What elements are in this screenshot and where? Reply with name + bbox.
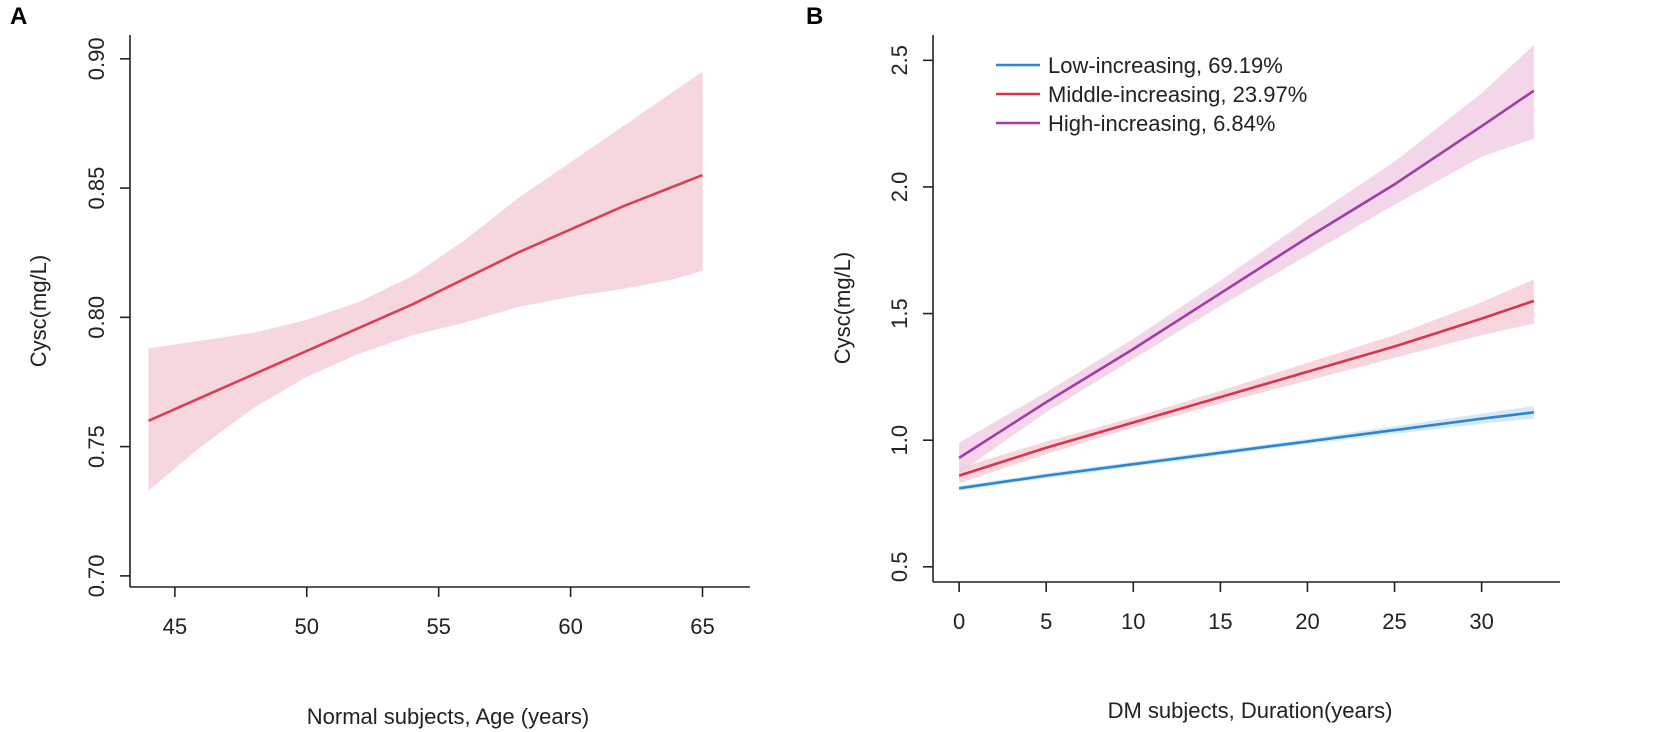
x-tick-label: 50 — [295, 614, 319, 639]
confidence-band — [959, 45, 1534, 474]
x-axis-label: DM subjects, Duration(years) — [1108, 698, 1393, 723]
confidence-band — [148, 71, 703, 491]
y-tick-label: 2.5 — [887, 45, 912, 76]
x-tick-label: 20 — [1295, 609, 1319, 634]
x-tick-label: 65 — [690, 614, 714, 639]
panel-b: B 0 5 10 15 20 25 30 0.5 1.0 1.5 2.0 2.5 DM subjec… — [806, 3, 1560, 723]
y-tick-label: 0.80 — [84, 296, 109, 339]
series-line — [958, 411, 1535, 490]
y-axis-label: Cysc(mg/L) — [830, 252, 855, 364]
x-tick-group: 45 50 55 60 65 — [163, 587, 715, 639]
legend-entry: Middle-increasing, 23.97% — [1048, 82, 1307, 107]
legend-entry: High-increasing, 6.84% — [1048, 111, 1275, 136]
panel-a: A 45 50 55 60 65 0.70 0.75 0.80 0.85 0.90 Normal… — [10, 3, 750, 729]
x-tick-label: 45 — [163, 614, 187, 639]
legend-entry: Low-increasing, 69.19% — [1048, 53, 1283, 78]
panel-letter: B — [806, 3, 823, 30]
x-tick-label: 10 — [1121, 609, 1145, 634]
y-tick-label: 0.85 — [84, 167, 109, 210]
y-tick-label: 0.90 — [84, 37, 109, 80]
y-tick-label: 1.0 — [887, 425, 912, 456]
y-tick-label: 2.0 — [887, 172, 912, 203]
series-line-group — [958, 89, 1535, 490]
x-tick-label: 15 — [1208, 609, 1232, 634]
y-tick-label: 0.75 — [84, 425, 109, 468]
x-tick-label: 25 — [1382, 609, 1406, 634]
x-tick-label: 30 — [1469, 609, 1493, 634]
series-line-group — [147, 173, 703, 422]
y-tick-group: 0.70 0.75 0.80 0.85 0.90 — [84, 37, 130, 597]
x-tick-label: 55 — [426, 614, 450, 639]
legend: Low-increasing, 69.19% Middle-increasing… — [996, 53, 1307, 136]
x-tick-label: 5 — [1040, 609, 1052, 634]
series-line — [147, 173, 703, 422]
x-tick-label: 0 — [953, 609, 965, 634]
confidence-band-group — [148, 71, 703, 491]
x-axis-label: Normal subjects, Age (years) — [307, 704, 589, 729]
x-tick-group: 0 5 10 15 20 25 30 — [953, 582, 1494, 634]
y-tick-group: 0.5 1.0 1.5 2.0 2.5 — [887, 45, 933, 582]
series-line — [958, 89, 1535, 459]
y-axis-label: Cysc(mg/L) — [26, 255, 51, 367]
y-tick-label: 1.5 — [887, 298, 912, 329]
panel-letter: A — [10, 3, 27, 30]
y-tick-label: 0.70 — [84, 554, 109, 597]
x-tick-label: 60 — [558, 614, 582, 639]
confidence-band — [959, 279, 1534, 484]
y-tick-label: 0.5 — [887, 552, 912, 583]
series-line — [958, 299, 1535, 477]
